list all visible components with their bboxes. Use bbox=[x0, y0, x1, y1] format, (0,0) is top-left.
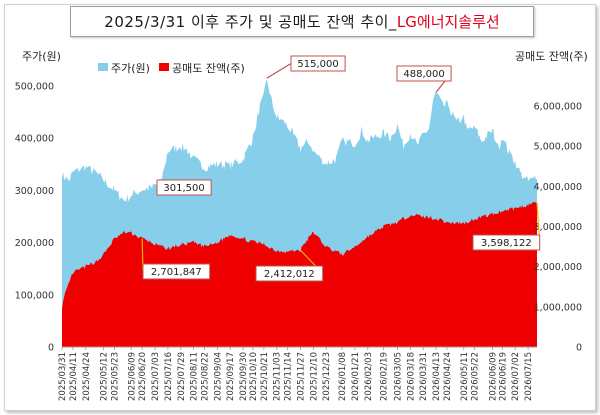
right-tick-label: 0 bbox=[576, 343, 582, 354]
x-tick-label: 2026/02/03 bbox=[364, 352, 374, 401]
callout-box bbox=[290, 55, 346, 72]
x-tick-label: 2026/07/15 bbox=[524, 352, 534, 401]
callout-box bbox=[396, 65, 452, 82]
x-tick-label: 2025/12/10 bbox=[309, 352, 319, 401]
x-tick-label: 2026/03/31 bbox=[419, 352, 429, 401]
callout-value: 2,701,847 bbox=[151, 267, 202, 278]
x-tick-label: 2025/10/21 bbox=[260, 352, 270, 401]
callout-value: 301,500 bbox=[163, 183, 204, 194]
data-label-callout: 301,500 bbox=[156, 179, 212, 196]
callout-value: 2,412,012 bbox=[264, 269, 315, 280]
right-axis-label: 공매도 잔액(주) bbox=[515, 50, 588, 63]
x-tick-label: 2025/05/12 bbox=[100, 352, 110, 401]
x-tick-label: 2025/08/22 bbox=[201, 352, 211, 401]
right-tick-label: 5,000,000 bbox=[534, 142, 582, 153]
x-tick-label: 2025/07/29 bbox=[177, 352, 187, 401]
plot-area: 0 100,000 200,000 300,000 400,000 500,000 0 1,0… bbox=[15, 55, 582, 401]
data-label-callout: 2,701,847 bbox=[141, 238, 211, 280]
x-tick-label: 2026/04/24 bbox=[443, 352, 453, 401]
data-label-callout: 3,598,122 bbox=[472, 202, 541, 251]
x-tick-label: 2026/07/02 bbox=[511, 352, 521, 401]
callout-value: 488,000 bbox=[403, 69, 444, 80]
x-tick-label: 2026/06/19 bbox=[498, 352, 508, 401]
legend-swatch-short bbox=[159, 63, 169, 71]
data-label-callout: 2,412,012 bbox=[255, 249, 324, 282]
right-tick-label: 4,000,000 bbox=[534, 182, 582, 193]
chart-title: 2025/3/31 이후 주가 및 공매도 잔액 추이_ LG에너지솔루션 bbox=[70, 6, 534, 37]
left-tick-label: 100,000 bbox=[15, 290, 54, 301]
x-tick-label: 2025/03/31 bbox=[58, 352, 68, 401]
x-tick-label: 2025/09/30 bbox=[239, 352, 249, 401]
x-tick-label: 2025/07/16 bbox=[164, 352, 174, 401]
x-tick-label: 2026/05/22 bbox=[471, 352, 481, 401]
legend-label-price: 주가(원) bbox=[111, 62, 150, 75]
right-tick-label: 6,000,000 bbox=[534, 102, 582, 113]
x-tick-label: 2025/06/20 bbox=[138, 352, 148, 401]
x-tick-label: 2025/10/10 bbox=[249, 352, 259, 401]
callout-box bbox=[255, 265, 324, 282]
callout-box bbox=[142, 263, 211, 280]
left-tick-label: 200,000 bbox=[15, 238, 54, 249]
callout-value: 515,000 bbox=[297, 59, 338, 70]
x-tick-label: 2026/05/11 bbox=[460, 352, 470, 401]
x-tick-label: 2026/03/05 bbox=[393, 352, 403, 401]
x-tick-label: 2025/11/27 bbox=[296, 352, 306, 401]
x-tick-label: 2025/07/03 bbox=[151, 352, 161, 401]
x-tick-label: 2026/01/08 bbox=[338, 352, 348, 401]
x-tick-label: 2025/11/14 bbox=[284, 352, 294, 401]
x-tick-label: 2026/01/21 bbox=[351, 352, 361, 401]
chart-title-main: 2025/3/31 이후 주가 및 공매도 잔액 추이_ bbox=[104, 13, 397, 31]
right-tick-label: 3,000,000 bbox=[534, 222, 582, 233]
data-label-callout: 488,000 bbox=[396, 65, 452, 93]
x-tick-label: 2026/03/18 bbox=[406, 352, 416, 401]
x-tick-label: 2025/08/11 bbox=[190, 352, 200, 401]
left-axis-label: 주가(원) bbox=[22, 50, 61, 63]
left-tick-label: 500,000 bbox=[15, 82, 54, 93]
x-tick-label: 2025/09/17 bbox=[226, 352, 236, 401]
right-tick-label: 2,000,000 bbox=[534, 262, 582, 273]
chart-title-company: LG에너지솔루션 bbox=[396, 13, 500, 31]
legend-swatch-price bbox=[98, 63, 108, 71]
left-tick-label: 0 bbox=[48, 343, 54, 354]
legend-label-short: 공매도 잔액(주) bbox=[172, 62, 245, 75]
x-tick-label: 2026/06/09 bbox=[488, 352, 498, 401]
x-tick-label: 2026/02/19 bbox=[380, 352, 390, 401]
left-tick-label: 300,000 bbox=[15, 186, 54, 197]
data-label-callout: 515,000 bbox=[266, 55, 346, 79]
right-tick-label: 1,000,000 bbox=[534, 302, 582, 313]
x-tick-label: 2025/12/23 bbox=[322, 352, 332, 401]
callout-value: 3,598,122 bbox=[481, 238, 532, 249]
x-tick-label: 2026/04/13 bbox=[432, 352, 442, 401]
legend: 주가(원) 공매도 잔액(주) bbox=[98, 62, 245, 75]
x-tick-label: 2025/04/11 bbox=[69, 352, 79, 401]
left-tick-label: 400,000 bbox=[15, 134, 54, 145]
callout-box bbox=[156, 179, 212, 196]
x-tick-label: 2025/06/09 bbox=[127, 352, 137, 401]
x-tick-label: 2025/11/03 bbox=[273, 352, 283, 401]
callout-leader-line bbox=[266, 62, 292, 79]
x-tick-label: 2025/05/23 bbox=[110, 352, 120, 401]
callout-box bbox=[472, 234, 541, 251]
x-tick-label: 2025/09/04 bbox=[213, 352, 223, 401]
x-tick-label: 2025/04/24 bbox=[82, 352, 92, 401]
